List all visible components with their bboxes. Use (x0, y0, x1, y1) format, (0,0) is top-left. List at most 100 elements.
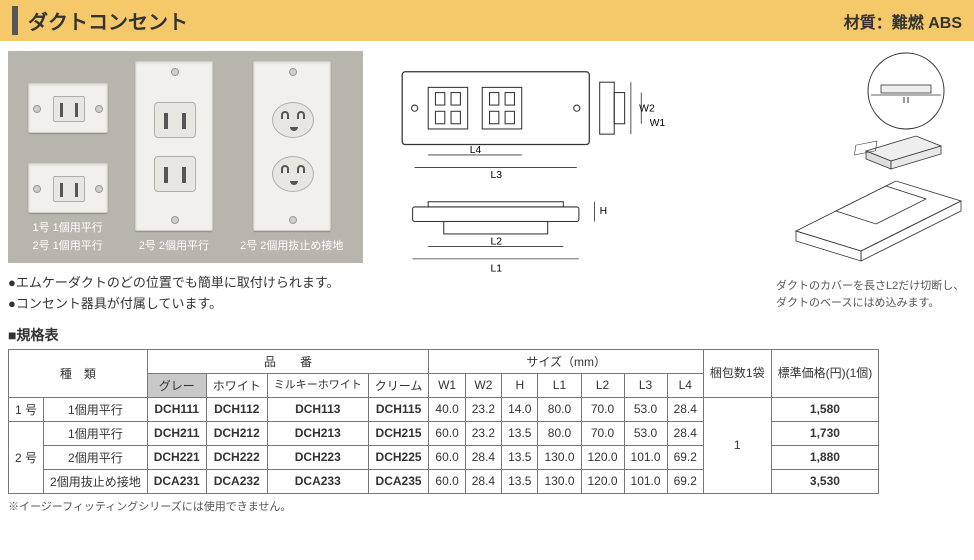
cell-size: 23.2 (465, 397, 501, 421)
cell-type: 2個用平行 (44, 445, 148, 469)
cell-price: 3,530 (771, 469, 879, 493)
product-plate-4 (253, 61, 331, 231)
cell-size: 120.0 (581, 469, 624, 493)
photo-caption-2: 2号 1個用平行 (32, 237, 102, 253)
cell-type: 1個用平行 (44, 397, 148, 421)
cell-code: DCH111 (147, 397, 206, 421)
th-color-gray: グレー (147, 373, 206, 397)
cell-code: DCH212 (206, 421, 267, 445)
th-l1: L1 (538, 373, 581, 397)
cell-size: 13.5 (502, 469, 538, 493)
spec-tbody: 1 号1個用平行DCH111DCH112DCH113DCH11540.023.2… (9, 397, 879, 493)
cell-price: 1,580 (771, 397, 879, 421)
label-l4: L4 (470, 145, 482, 156)
cell-size: 23.2 (465, 421, 501, 445)
cell-size: 28.4 (667, 397, 703, 421)
th-color-cream: クリーム (368, 373, 429, 397)
cell-size: 101.0 (624, 469, 667, 493)
cell-size: 70.0 (581, 421, 624, 445)
label-l1: L1 (491, 263, 503, 274)
th-l4: L4 (667, 373, 703, 397)
diagram-area: W2 W1 L4 L3 H L2 L1 (371, 51, 966, 315)
product-plate-1 (28, 83, 108, 133)
page-title: ダクトコンセント (12, 6, 188, 35)
photo-caption-3: 2号 2個用平行 (139, 237, 209, 253)
cell-type: 1個用平行 (44, 421, 148, 445)
th-h: H (502, 373, 538, 397)
table-row: 1 号1個用平行DCH111DCH112DCH113DCH11540.023.2… (9, 397, 879, 421)
cell-code: DCH113 (267, 397, 368, 421)
cell-typegroup: 1 号 (9, 397, 44, 421)
feature-bullets: ●エムケーダクトのどの位置でも簡単に取付けられます。 ●コンセント器具が付属して… (8, 273, 363, 315)
install-diagram: ダクトのカバーを長さL2だけ切断し、ダクトのベースにはめ込みます。 (776, 51, 966, 315)
th-w2: W2 (465, 373, 501, 397)
cell-size: 13.5 (502, 421, 538, 445)
photo-area: 1号 1個用平行 2号 1個用平行 2号 2個用平行 (8, 51, 363, 315)
th-type: 種 類 (9, 349, 148, 397)
th-w1: W1 (429, 373, 465, 397)
cell-size: 130.0 (538, 445, 581, 469)
cell-size: 60.0 (429, 445, 465, 469)
cell-code: DCA235 (368, 469, 429, 493)
header-bar: ダクトコンセント 材質：難燃 ABS (0, 0, 974, 41)
label-l3: L3 (491, 170, 503, 181)
th-color-milky: ミルキーホワイト (267, 373, 368, 397)
th-size: サイズ（mm） (429, 349, 704, 373)
cell-code: DCH211 (147, 421, 206, 445)
bullet-2: ●コンセント器具が付属しています。 (8, 294, 363, 315)
cell-code: DCH221 (147, 445, 206, 469)
cell-code: DCH112 (206, 397, 267, 421)
dimension-diagram: W2 W1 L4 L3 H L2 L1 (371, 51, 766, 315)
th-productno: 品 番 (147, 349, 429, 373)
cell-code: DCA231 (147, 469, 206, 493)
cell-size: 28.4 (667, 421, 703, 445)
cell-code: DCH215 (368, 421, 429, 445)
th-pack: 梱包数1袋 (703, 349, 771, 397)
install-caption: ダクトのカバーを長さL2だけ切断し、ダクトのベースにはめ込みます。 (776, 278, 966, 311)
cell-code: DCA233 (267, 469, 368, 493)
cell-size: 60.0 (429, 469, 465, 493)
cell-size: 13.5 (502, 445, 538, 469)
product-plate-3 (135, 61, 213, 231)
cell-size: 120.0 (581, 445, 624, 469)
footnote: ※イージーフィッティングシリーズには使用できません。 (8, 498, 974, 514)
cell-code: DCH223 (267, 445, 368, 469)
th-color-white: ホワイト (206, 373, 267, 397)
cell-code: DCH222 (206, 445, 267, 469)
cell-size: 60.0 (429, 421, 465, 445)
cell-price: 1,730 (771, 421, 879, 445)
label-w1: W1 (650, 118, 666, 129)
cell-code: DCH115 (368, 397, 429, 421)
label-w2: W2 (639, 103, 655, 114)
cell-size: 69.2 (667, 445, 703, 469)
cell-size: 101.0 (624, 445, 667, 469)
cell-size: 80.0 (538, 421, 581, 445)
cell-price: 1,880 (771, 445, 879, 469)
cell-size: 80.0 (538, 397, 581, 421)
cell-pack: 1 (703, 397, 771, 493)
photo-caption-4: 2号 2個用抜止め接地 (240, 237, 343, 253)
photo-caption-1: 1号 1個用平行 (32, 219, 102, 235)
label-h: H (600, 206, 608, 217)
th-l2: L2 (581, 373, 624, 397)
bullet-1: ●エムケーダクトのどの位置でも簡単に取付けられます。 (8, 273, 363, 294)
cell-size: 40.0 (429, 397, 465, 421)
cell-size: 28.4 (465, 445, 501, 469)
product-photos: 1号 1個用平行 2号 1個用平行 2号 2個用平行 (8, 51, 363, 263)
cell-size: 14.0 (502, 397, 538, 421)
cell-code: DCH213 (267, 421, 368, 445)
spec-table: 種 類 品 番 サイズ（mm） 梱包数1袋 標準価格(円)(1個) グレー ホワ… (8, 349, 879, 494)
th-l3: L3 (624, 373, 667, 397)
cell-size: 53.0 (624, 397, 667, 421)
mid-section: 1号 1個用平行 2号 1個用平行 2号 2個用平行 (0, 41, 974, 321)
product-plate-2 (28, 163, 108, 213)
cell-size: 130.0 (538, 469, 581, 493)
cell-code: DCA232 (206, 469, 267, 493)
cell-code: DCH225 (368, 445, 429, 469)
cell-size: 53.0 (624, 421, 667, 445)
cell-typegroup: 2 号 (9, 421, 44, 493)
spec-heading: ■規格表 (8, 325, 974, 345)
cell-size: 28.4 (465, 469, 501, 493)
th-price: 標準価格(円)(1個) (771, 349, 879, 397)
cell-size: 70.0 (581, 397, 624, 421)
